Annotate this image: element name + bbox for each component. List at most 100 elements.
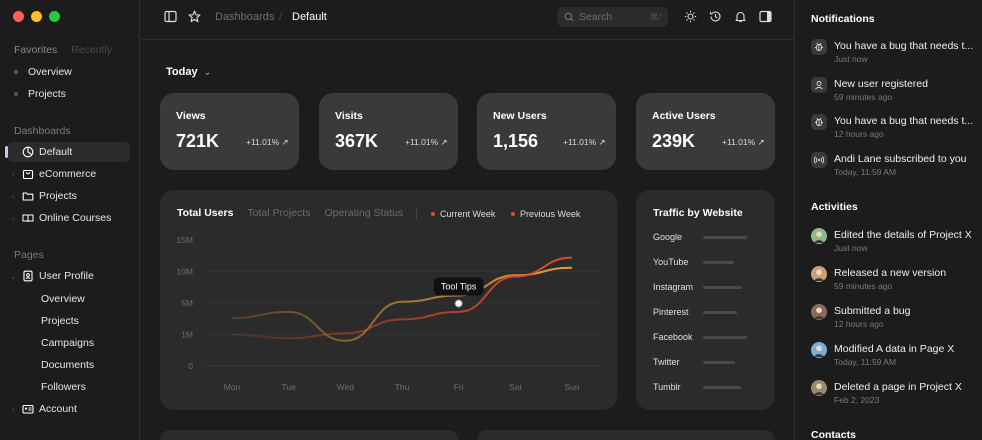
avatar [811,228,827,244]
stat-change: +11.01% ↗ [563,137,606,147]
sidebar-subitem-projects[interactable]: Projects [41,315,79,327]
sidebar-item-label: Account [39,403,77,415]
dashboards-section-title: Dashboards [14,125,71,137]
tab-operating-status[interactable]: Operating Status [324,207,404,219]
y-tick-label: 0 [188,361,193,371]
notification-item[interactable]: You have a bug that needs t... Just now [811,39,981,69]
favorite-item-label: Projects [28,88,66,100]
traffic-bar [703,236,747,239]
notification-item[interactable]: You have a bug that needs t... 12 hours a… [811,114,981,144]
sidebar-toggle-icon[interactable] [164,10,177,23]
activity-text: Modified A data in Page X [834,343,955,355]
window-controls [13,11,60,22]
sidebar-subitem-overview[interactable]: Overview [41,293,85,305]
y-tick-label: 1M [181,330,193,340]
sidebar-item-user-profile[interactable]: ⌄ User Profile [8,266,130,286]
notification-item[interactable]: New user registered 59 minutes ago [811,76,981,107]
traffic-site-label: Tumblr [653,382,681,392]
traffic-site-label: Twitter [653,357,680,367]
sidebar-subitem-followers[interactable]: Followers [41,381,86,393]
tab-total-users[interactable]: Total Users [177,207,234,219]
tooltip-label: Tool Tips [441,281,477,291]
notification-time: Just now [834,54,868,64]
y-tick-label: 5M [181,298,193,308]
sidebar-subitem-campaigns[interactable]: Campaigns [41,337,95,349]
bottom-card-right [477,430,775,440]
chevron-right-icon: › [11,169,15,179]
sidebar-subitem-documents[interactable]: Documents [41,359,95,371]
activity-item[interactable]: Modified A data in Page X Today, 11:59 AM [811,342,981,372]
stat-change: +11.01% ↗ [246,137,289,147]
tab-divider [416,207,417,219]
activity-time: Just now [834,243,868,253]
notification-text: You have a bug that needs t... [834,40,974,52]
legend-current-week: Current Week [431,209,495,219]
sidebar-item-ecommerce[interactable]: › eCommerce [8,164,130,184]
notification-item[interactable]: Andi Lane subscribed to you Today, 11:59 … [811,151,981,182]
sun-icon[interactable] [684,10,697,23]
star-icon[interactable] [188,10,201,23]
trend-up-icon: ↗ [598,137,606,147]
trend-up-icon: ↗ [281,137,289,147]
tab-total-projects[interactable]: Total Projects [247,207,311,219]
activity-time: Today, 11:59 AM [834,357,897,367]
stat-change: +11.01% ↗ [722,137,765,147]
traffic-title: Traffic by Website [653,207,743,219]
bottom-card-left [160,430,458,440]
chevron-right-icon: › [11,213,15,223]
activity-item[interactable]: Released a new version 59 minutes ago [811,266,981,296]
folder-icon [22,190,34,202]
right-panel: Notifications You have a bug that needs … [794,0,982,440]
notification-text: You have a bug that needs t... [834,115,974,127]
search-icon [564,12,574,22]
bug-icon [811,39,827,55]
x-tick-label: Sat [509,382,522,392]
tab-recently[interactable]: Recently [71,44,113,56]
tooltip-box [433,277,484,296]
line-chart: 15M 10M 5M 1M 0 Mon Tue Wed Thu Fri Sat Sun Tool Tip… [176,235,600,392]
legend-previous-week: Previous Week [511,209,580,219]
maximize-window-button[interactable] [49,11,60,22]
traffic-bar [703,361,735,364]
minimize-window-button[interactable] [31,11,42,22]
sidebar-item-label: eCommerce [39,168,97,180]
tab-favorites[interactable]: Favorites [14,44,58,56]
activities-title: Activities [811,201,858,213]
traffic-bar [703,336,747,339]
traffic-site-label: Google [653,232,683,242]
stat-label: Visits [335,110,363,122]
notification-time: Today, 11:59 AM [834,166,897,177]
breadcrumb-dashboards[interactable]: Dashboards [215,11,275,23]
traffic-bar [703,386,741,389]
history-icon[interactable] [709,10,722,23]
notification-time: 12 hours ago [834,129,884,139]
stat-value: 1,156 [493,131,539,151]
activity-item[interactable]: Edited the details of Project X Just now [811,228,981,258]
right-panel-toggle-icon[interactable] [759,10,772,23]
tooltip-point [454,299,463,308]
activity-item[interactable]: Deleted a page in Project X Feb 2, 2023 [811,380,981,410]
favorite-item-projects[interactable]: Projects [14,88,66,100]
pages-section-title: Pages [14,249,44,261]
stat-value: 367K [335,131,379,151]
traffic-site-label: Pinterest [653,307,689,317]
y-tick-label: 15M [176,235,193,245]
favorite-item-overview[interactable]: Overview [14,66,72,78]
x-tick-label: Thu [395,382,410,392]
sidebar-item-projects[interactable]: › Projects [8,186,130,206]
stat-label: New Users [493,110,547,122]
close-window-button[interactable] [13,11,24,22]
period-dropdown[interactable]: Today ⌄ [166,66,211,78]
total-users-chart-card: Total Users Total Projects Operating Sta… [160,190,617,410]
activity-item[interactable]: Submitted a bug 12 hours ago [811,304,981,334]
favorites-tabs: Favorites Recently [14,44,112,56]
sidebar-item-online-courses[interactable]: › Online Courses [8,208,130,228]
sidebar-item-default[interactable]: Default [5,142,130,162]
avatar [811,304,827,320]
x-tick-label: Mon [224,382,241,392]
bell-icon[interactable] [734,10,747,23]
sidebar-item-account[interactable]: › Account [8,399,130,419]
stat-card-visits: Visits 367K +11.01% ↗ [319,93,458,170]
activity-text: Deleted a page in Project X [834,381,962,393]
search-input[interactable]: Search ⌘/ [557,7,668,27]
